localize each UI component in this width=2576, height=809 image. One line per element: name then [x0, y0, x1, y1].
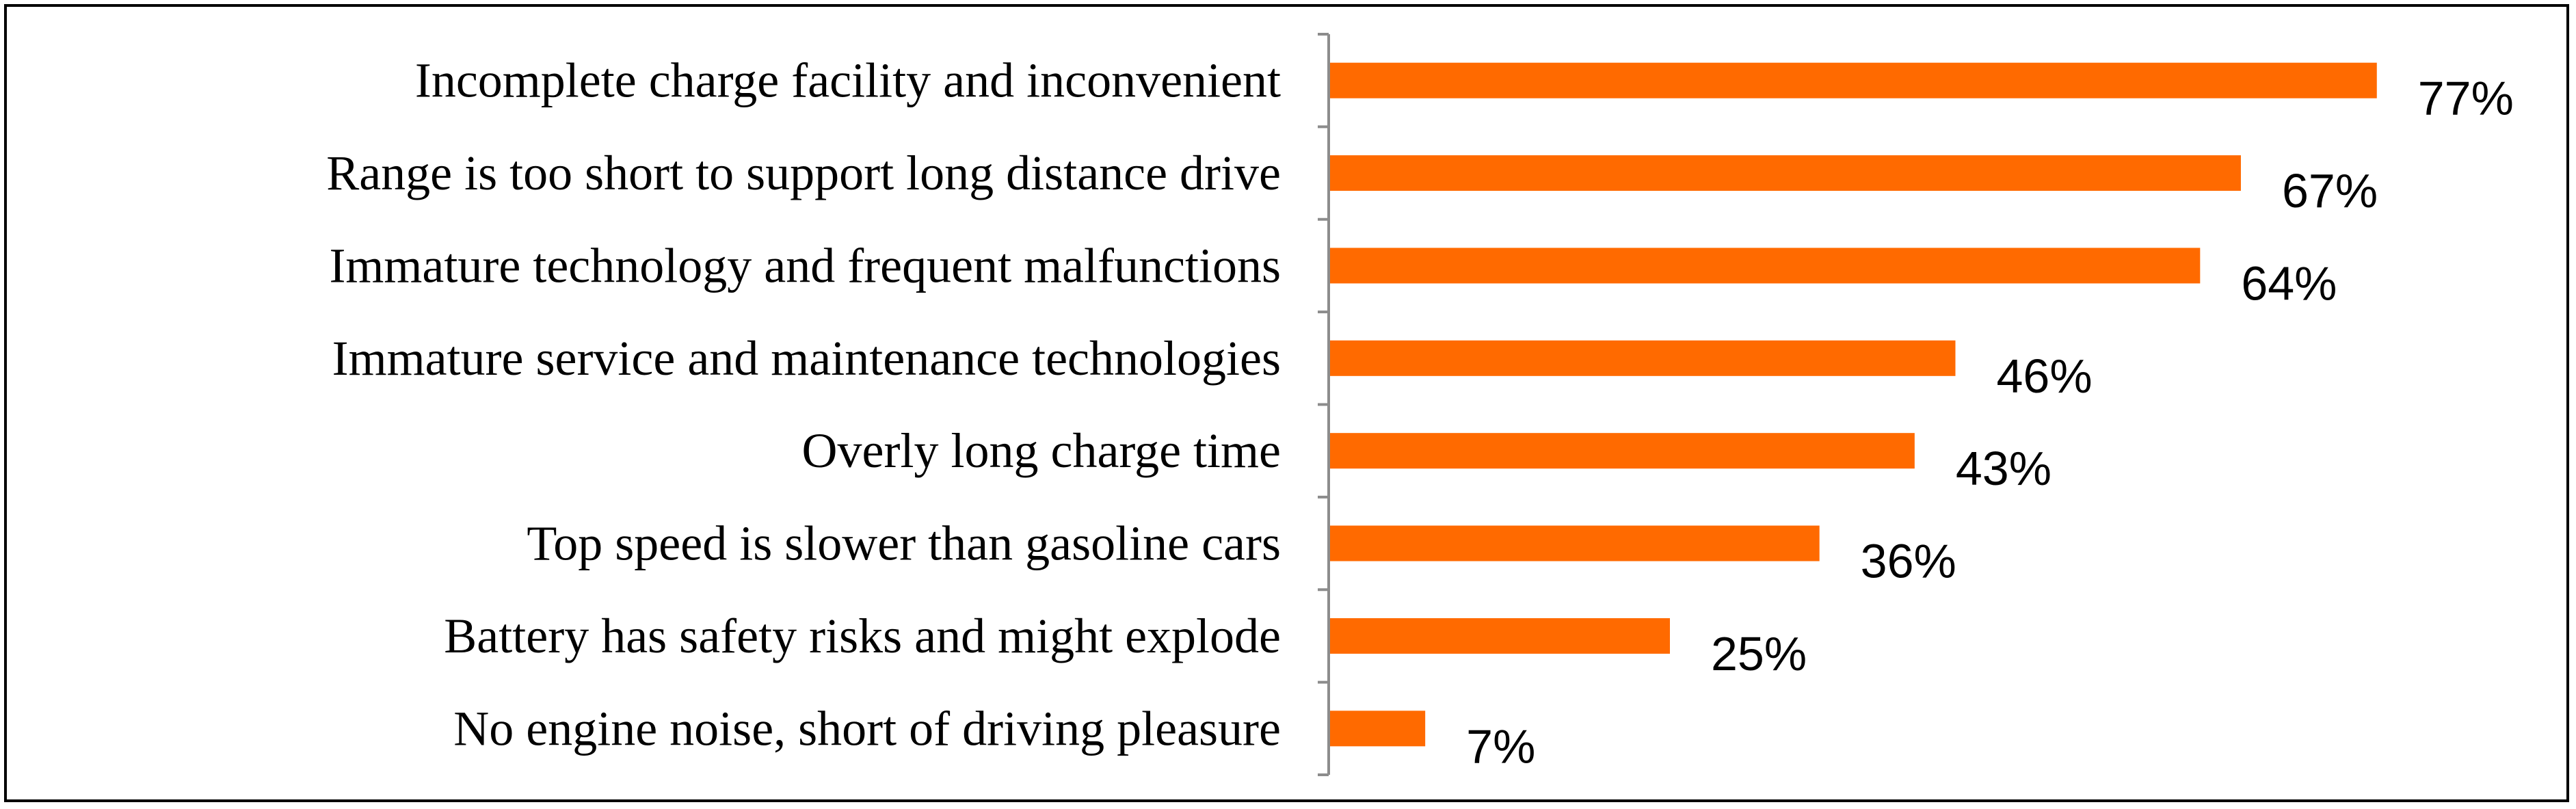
category-label: Immature technology and frequent malfunc…	[329, 238, 1281, 293]
bar	[1330, 711, 1426, 747]
data-label: 46%	[1996, 349, 2092, 403]
data-label: 7%	[1466, 719, 1535, 773]
data-label: 67%	[2282, 164, 2378, 217]
bar	[1330, 433, 1915, 469]
category-label: Top speed is slower than gasoline cars	[527, 516, 1281, 571]
bar	[1330, 525, 1820, 561]
bar	[1330, 155, 2241, 191]
labels-layer: Incomplete charge facility and inconveni…	[326, 53, 2514, 773]
data-label: 25%	[1711, 627, 1807, 680]
category-label: Battery has safety risks and might explo…	[444, 609, 1281, 663]
category-label: Range is too short to support long dista…	[326, 146, 1281, 200]
bar	[1330, 340, 1956, 376]
bar	[1330, 248, 2201, 284]
data-label: 43%	[1956, 442, 2051, 495]
data-label: 77%	[2418, 72, 2514, 125]
bar	[1330, 62, 2377, 98]
bars-layer	[1330, 62, 2377, 747]
data-label: 36%	[1861, 535, 1956, 588]
chart-frame	[4, 4, 2569, 802]
category-label: Incomplete charge facility and inconveni…	[415, 53, 1281, 108]
data-label: 64%	[2241, 256, 2337, 310]
category-label: Immature service and maintenance technol…	[332, 331, 1281, 386]
bar	[1330, 618, 1670, 654]
category-axis	[1318, 33, 1330, 776]
category-label: No engine noise, short of driving pleasu…	[453, 701, 1281, 756]
category-label: Overly long charge time	[802, 423, 1281, 478]
